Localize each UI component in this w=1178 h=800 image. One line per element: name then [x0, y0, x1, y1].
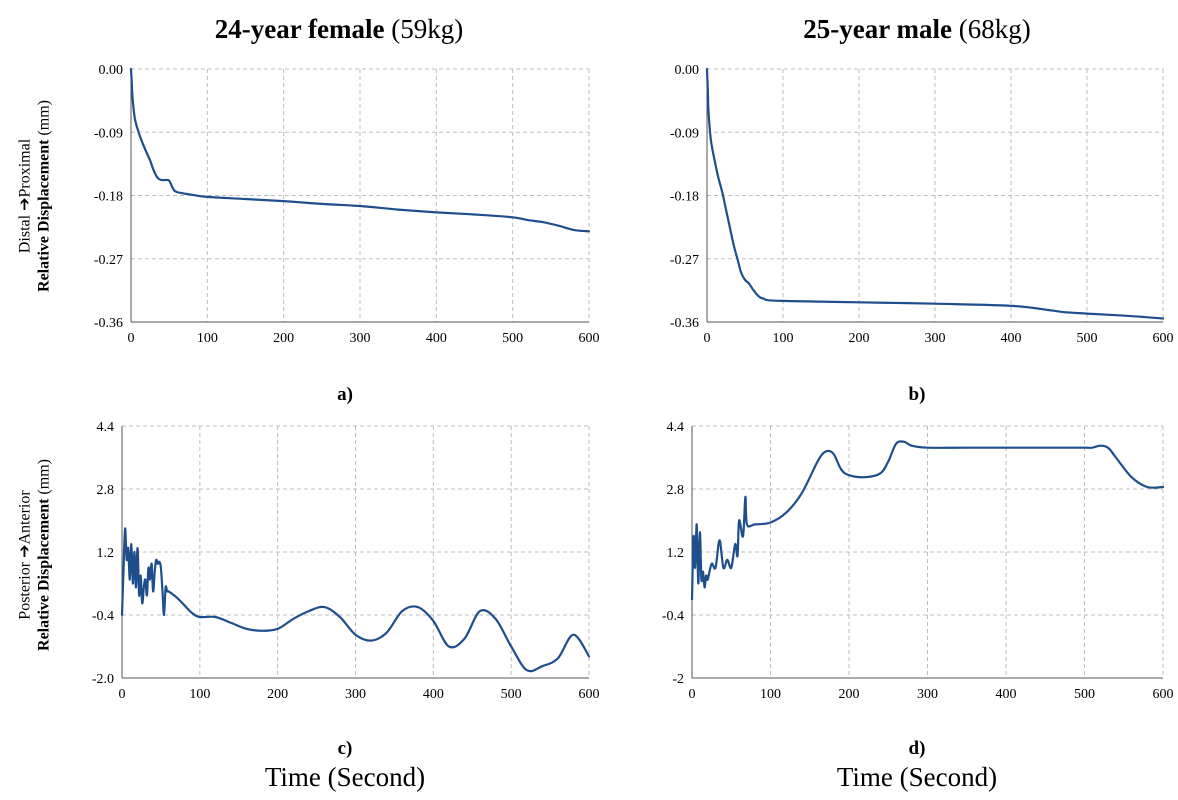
x-tick-label: 500 [1074, 687, 1095, 702]
y-axis-label-bottom: Posterior ➔Anterior Relative Displacemen… [14, 459, 53, 651]
x-tick-label: 500 [502, 331, 523, 346]
y-tick-label: 2.8 [667, 483, 685, 498]
series-line [690, 440, 1165, 601]
x-tick-label: 0 [119, 687, 126, 702]
x-tick-label: 100 [197, 331, 218, 346]
x-tick-label: 200 [839, 687, 860, 702]
panel-label-c: c) [337, 738, 353, 759]
chart-c: 0 100 200 300 400 500 600 4.4 2.8 1.2 -0.4 -2.0 [92, 420, 600, 702]
x-axis-title-left: Time (Second) [264, 762, 426, 792]
x-tick-label: 300 [345, 687, 366, 702]
chart-b: 0 100 200 300 400 500 600 0.00 -0.09 -0.18 -0.27 -0… [670, 63, 1174, 346]
y-tick-label: -0.36 [94, 316, 123, 331]
y-tick-label: -0.36 [670, 316, 699, 331]
x-tick-label: 500 [501, 687, 522, 702]
x-tick-label: 200 [849, 331, 870, 346]
x-tick-label: 0 [689, 687, 696, 702]
x-tick-label: 400 [423, 687, 444, 702]
y-tick-label: 0.00 [99, 63, 124, 78]
y-tick-label: 4.4 [97, 420, 115, 435]
y-tick-label: -0.4 [662, 609, 684, 624]
chart-a: 0 100 200 300 400 500 600 0.00 -0.09 -0.18 -0.27 -0… [94, 63, 600, 346]
x-tick-label: 600 [579, 331, 600, 346]
x-tick-label: 600 [1153, 687, 1174, 702]
y-axis-label-top: Distal ➔Proximal Relative Displacement (… [14, 100, 53, 292]
x-tick-label: 300 [925, 331, 946, 346]
x-tick-label: 400 [426, 331, 447, 346]
x-tick-label: 400 [1001, 331, 1022, 346]
left-column-title: 24-year female (59kg) [214, 14, 464, 44]
x-tick-label: 600 [1153, 331, 1174, 346]
x-tick-label: 500 [1077, 331, 1098, 346]
y-tick-label: 1.2 [667, 546, 685, 561]
y-tick-label: -0.09 [94, 126, 123, 141]
x-tick-label: 300 [350, 331, 371, 346]
x-tick-label: 100 [189, 687, 210, 702]
series-line [705, 67, 1165, 320]
y-tick-label: -0.09 [670, 126, 699, 141]
y-tick-label: 1.2 [97, 546, 115, 561]
series-line [129, 67, 591, 233]
y-tick-label: -0.4 [92, 609, 114, 624]
x-tick-label: 300 [917, 687, 938, 702]
x-axis-title-right: Time (Second) [836, 762, 998, 792]
y-tick-label: -0.27 [94, 253, 123, 268]
x-tick-label: 0 [128, 331, 135, 346]
series-line [120, 527, 591, 673]
x-tick-label: 600 [579, 687, 600, 702]
x-tick-label: 0 [704, 331, 711, 346]
y-tick-label: 0.00 [675, 63, 700, 78]
x-tick-label: 200 [267, 687, 288, 702]
x-tick-label: 400 [996, 687, 1017, 702]
y-tick-label: -0.27 [670, 253, 699, 268]
panel-label-a: a) [337, 384, 353, 405]
panel-label-b: b) [908, 384, 926, 405]
y-tick-label: -0.18 [94, 190, 123, 205]
x-tick-label: 200 [273, 331, 294, 346]
right-column-title: 25-year male (68kg) [803, 14, 1031, 44]
x-tick-label: 100 [773, 331, 794, 346]
panel-label-d: d) [908, 738, 926, 759]
y-tick-label: -0.18 [670, 190, 699, 205]
y-tick-label: -2.0 [92, 672, 114, 687]
x-tick-label: 100 [760, 687, 781, 702]
y-tick-label: 2.8 [97, 483, 115, 498]
y-tick-label: -2 [672, 672, 684, 687]
chart-d: 0 100 200 300 400 500 600 4.4 2.8 1.2 -0.4 -2 [662, 420, 1174, 702]
y-tick-label: 4.4 [667, 420, 685, 435]
